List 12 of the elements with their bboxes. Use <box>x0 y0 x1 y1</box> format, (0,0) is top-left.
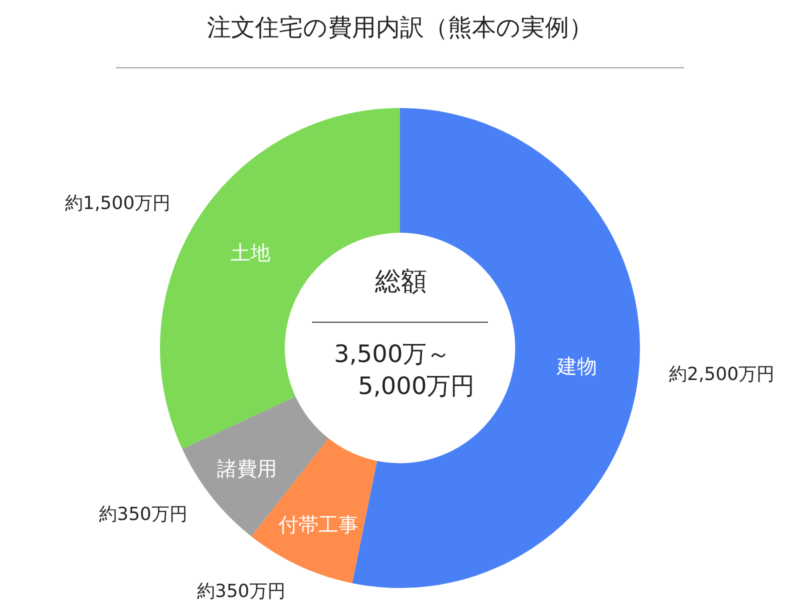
data-label: 約1,500万円 <box>65 193 171 214</box>
slice-label: 諸費用 <box>217 456 278 481</box>
data-label: 約2,500万円 <box>669 364 775 385</box>
chart-title: 注文住宅の費用内訳（熊本の実例） <box>207 13 593 42</box>
slice-label: 土地 <box>230 240 270 264</box>
text: 総額 <box>374 267 427 297</box>
slice-label: 建物 <box>556 354 598 378</box>
slice-label: 付帯工事 <box>277 512 358 537</box>
data-label: 約350万円 <box>99 504 188 525</box>
data-label: 約350万円 <box>197 581 286 600</box>
text: 5,000万円 <box>358 372 475 400</box>
text: 3,500万～ <box>334 340 451 368</box>
